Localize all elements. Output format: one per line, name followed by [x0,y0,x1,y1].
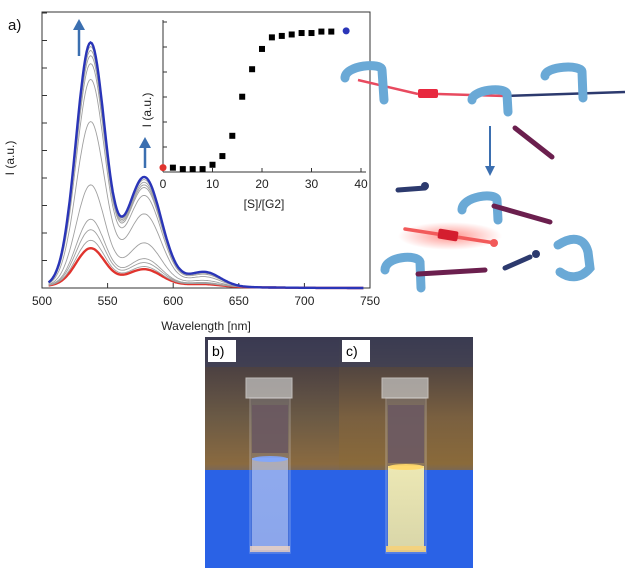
inset-y-axis-label: I (a.u.) [140,93,154,128]
main-x-tick-label: 500 [32,294,52,308]
main-x-tick-label: 650 [229,294,249,308]
increase-arrow-right [139,137,151,168]
spectrum-curve-intermediate [48,229,364,289]
panel-c-label: c) [346,343,358,359]
inset-point-endpoint [159,164,167,172]
inset-points [159,27,350,173]
inset-point [288,31,295,38]
main-plot-frame [41,11,371,289]
inset-x-axis-label: [S]/[G2] [244,197,285,211]
emission-spectrum-chart: 500 550 600 650 700 750 I (a.u.) Wavelength [… [3,11,380,333]
inset-point [298,30,305,37]
photo-b-label-box [208,340,236,362]
main-x-tick-label: 600 [163,294,183,308]
main-x-ticks: 500 550 600 650 700 750 [32,283,380,308]
increase-arrow-left [73,19,85,56]
main-x-tick-label: 700 [294,294,314,308]
photo-panel-b: b) [205,337,339,568]
spectrum-curve-intermediate [48,63,364,289]
inset-point [179,166,186,173]
free-guest-rod-top [512,125,555,160]
main-x-axis-label: Wavelength [nm] [161,319,251,333]
main-x-tick-label: 750 [360,294,380,308]
inset-point [268,34,275,41]
main-y-ticks [42,12,47,261]
inset-point [239,93,246,100]
cuvette-b [245,377,293,554]
main-y-axis-label: I (a.u.) [3,141,17,176]
inset-point [328,28,335,35]
disassembled-components [380,182,595,293]
inset-point [308,30,315,37]
inset-point [229,132,236,139]
inset-point [219,153,226,160]
inset-point [189,166,196,173]
titration-inset-chart: 0 10 20 30 40 I (a.u.) [S]/[G2] [140,20,368,211]
cuvette-c [381,377,429,554]
photo-c-label-box [342,340,370,362]
inset-point [209,161,216,168]
photo-panel-c: c) [339,337,473,568]
process-arrow-down [485,126,495,176]
main-x-tick-label: 550 [98,294,118,308]
inset-point-endpoint [342,27,350,35]
inset-point [199,166,206,173]
panel-a-label: a) [8,17,21,34]
inset-x-tick-label: 30 [305,177,319,191]
spectrum-curve-intermediate [48,49,364,289]
assembled-pseudorotaxane [340,61,626,117]
spectrum-curve-final [47,41,364,290]
inset-point [278,32,285,39]
inset-point [259,45,265,52]
spectrum-curve-intermediate [48,218,364,289]
inset-point [249,66,256,73]
inset-x-ticks: 0 10 20 30 40 [160,168,368,191]
spectrum-curve-intermediate [48,121,364,289]
spectrum-curve-initial [48,246,364,290]
inset-x-tick-label: 40 [354,177,368,191]
schematic-illustration [340,61,626,293]
inset-point [318,28,325,35]
inset-x-tick-label: 20 [255,177,269,191]
inset-x-tick-label: 0 [160,177,167,191]
main-curves [47,41,364,290]
inset-point [169,164,176,171]
panel-b-label: b) [212,343,224,359]
inset-x-tick-label: 10 [206,177,220,191]
inset-y-ticks [163,21,167,148]
